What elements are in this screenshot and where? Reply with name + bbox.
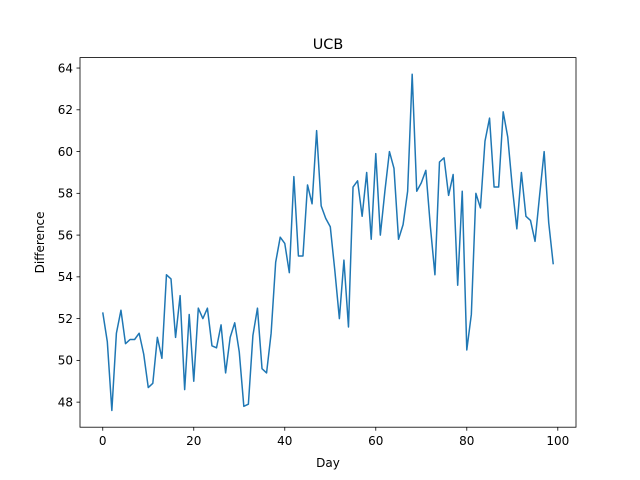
y-tick-label: 56 bbox=[58, 228, 73, 242]
x-axis: 0 20 40 60 80 100 bbox=[99, 427, 569, 448]
axes-frame bbox=[79, 57, 577, 428]
y-tick-label: 58 bbox=[58, 187, 73, 201]
x-tick-label: 100 bbox=[546, 434, 569, 448]
y-tick-label: 62 bbox=[58, 103, 73, 117]
series-line bbox=[102, 73, 554, 412]
x-tick-label: 60 bbox=[368, 434, 383, 448]
chart-title: UCB bbox=[313, 37, 343, 53]
x-tick-label: 40 bbox=[277, 434, 292, 448]
series-layer bbox=[102, 73, 554, 412]
plot-frame bbox=[80, 57, 576, 428]
plot-area bbox=[79, 57, 577, 428]
x-tick-label: 0 bbox=[99, 434, 107, 448]
x-axis-label: Day bbox=[316, 456, 340, 470]
y-axis-label: Difference bbox=[33, 211, 47, 273]
y-tick-label: 48 bbox=[58, 395, 73, 409]
y-tick-label: 52 bbox=[58, 312, 73, 326]
y-tick-label: 60 bbox=[58, 145, 73, 159]
y-tick-label: 64 bbox=[58, 61, 73, 75]
x-tick-label: 80 bbox=[459, 434, 474, 448]
y-axis: 48 50 52 54 56 58 60 62 64 bbox=[58, 61, 80, 409]
y-tick-label: 50 bbox=[58, 354, 73, 368]
y-tick-label: 54 bbox=[58, 270, 73, 284]
x-tick-label: 20 bbox=[186, 434, 201, 448]
